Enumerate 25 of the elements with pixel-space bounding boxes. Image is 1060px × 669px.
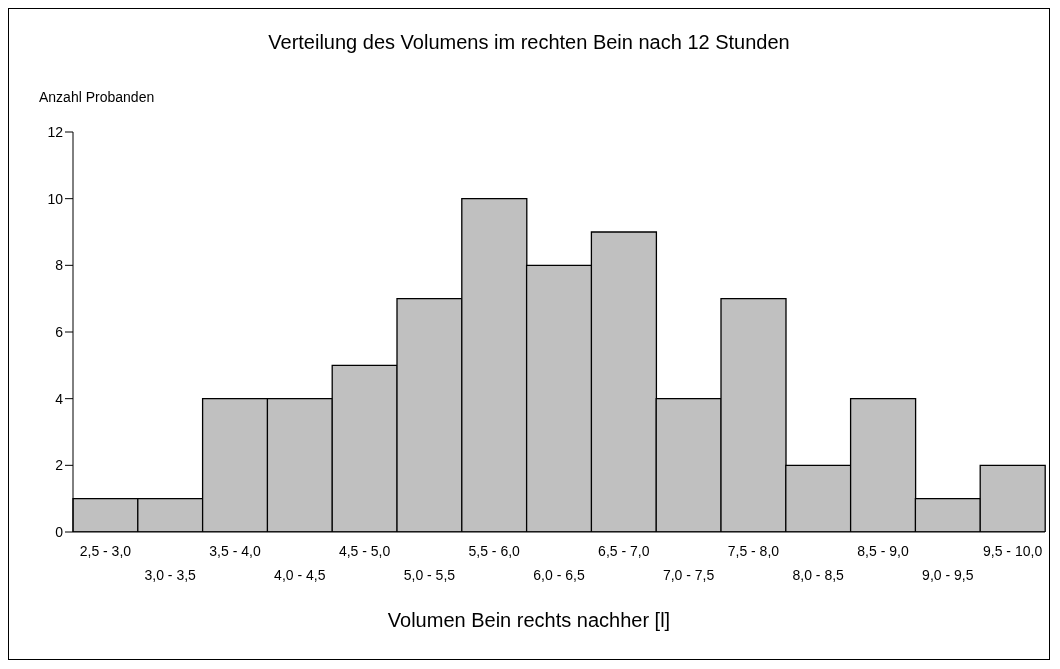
x-tick-label: 6,0 - 6,5 bbox=[533, 567, 585, 583]
x-tick-label: 8,5 - 9,0 bbox=[857, 543, 909, 559]
x-tick-label: 2,5 - 3,0 bbox=[79, 543, 132, 559]
x-tick-label: 9,0 - 9,5 bbox=[922, 567, 974, 583]
y-tick-label: 10 bbox=[47, 190, 64, 207]
y-tick-label: 0 bbox=[55, 523, 64, 540]
x-tick-label: 6,5 - 7,0 bbox=[598, 543, 650, 559]
x-tick-label: 3,0 - 3,5 bbox=[144, 567, 197, 583]
y-tick-label: 12 bbox=[47, 123, 64, 140]
x-axis-title: Volumen Bein rechts nachher [l] bbox=[386, 609, 672, 632]
x-tick-label: 5,5 - 6,0 bbox=[468, 543, 521, 559]
x-tick-label: 9,5 - 10,0 bbox=[983, 543, 1043, 559]
chart-title: Verteilung des Volumens im rechten Bein nach 12 Stunden bbox=[267, 31, 791, 54]
y-tick-label: 4 bbox=[55, 390, 64, 407]
y-tick-label: 6 bbox=[55, 323, 64, 340]
y-tick-label: 2 bbox=[55, 457, 64, 474]
x-tick-label: 4,0 - 4,5 bbox=[274, 567, 326, 583]
x-tick-label: 8,0 - 8,5 bbox=[792, 567, 845, 583]
x-tick-label: 7,5 - 8,0 bbox=[727, 543, 780, 559]
x-tick-label: 4,5 - 5,0 bbox=[338, 543, 391, 559]
y-axis-title: Anzahl Probanden bbox=[39, 89, 155, 105]
x-tick-label: 5,0 - 5,5 bbox=[403, 567, 456, 583]
x-tick-label: 7,0 - 7,5 bbox=[662, 567, 715, 583]
x-tick-label: 3,5 - 4,0 bbox=[209, 543, 261, 559]
y-tick-label: 8 bbox=[55, 257, 64, 274]
